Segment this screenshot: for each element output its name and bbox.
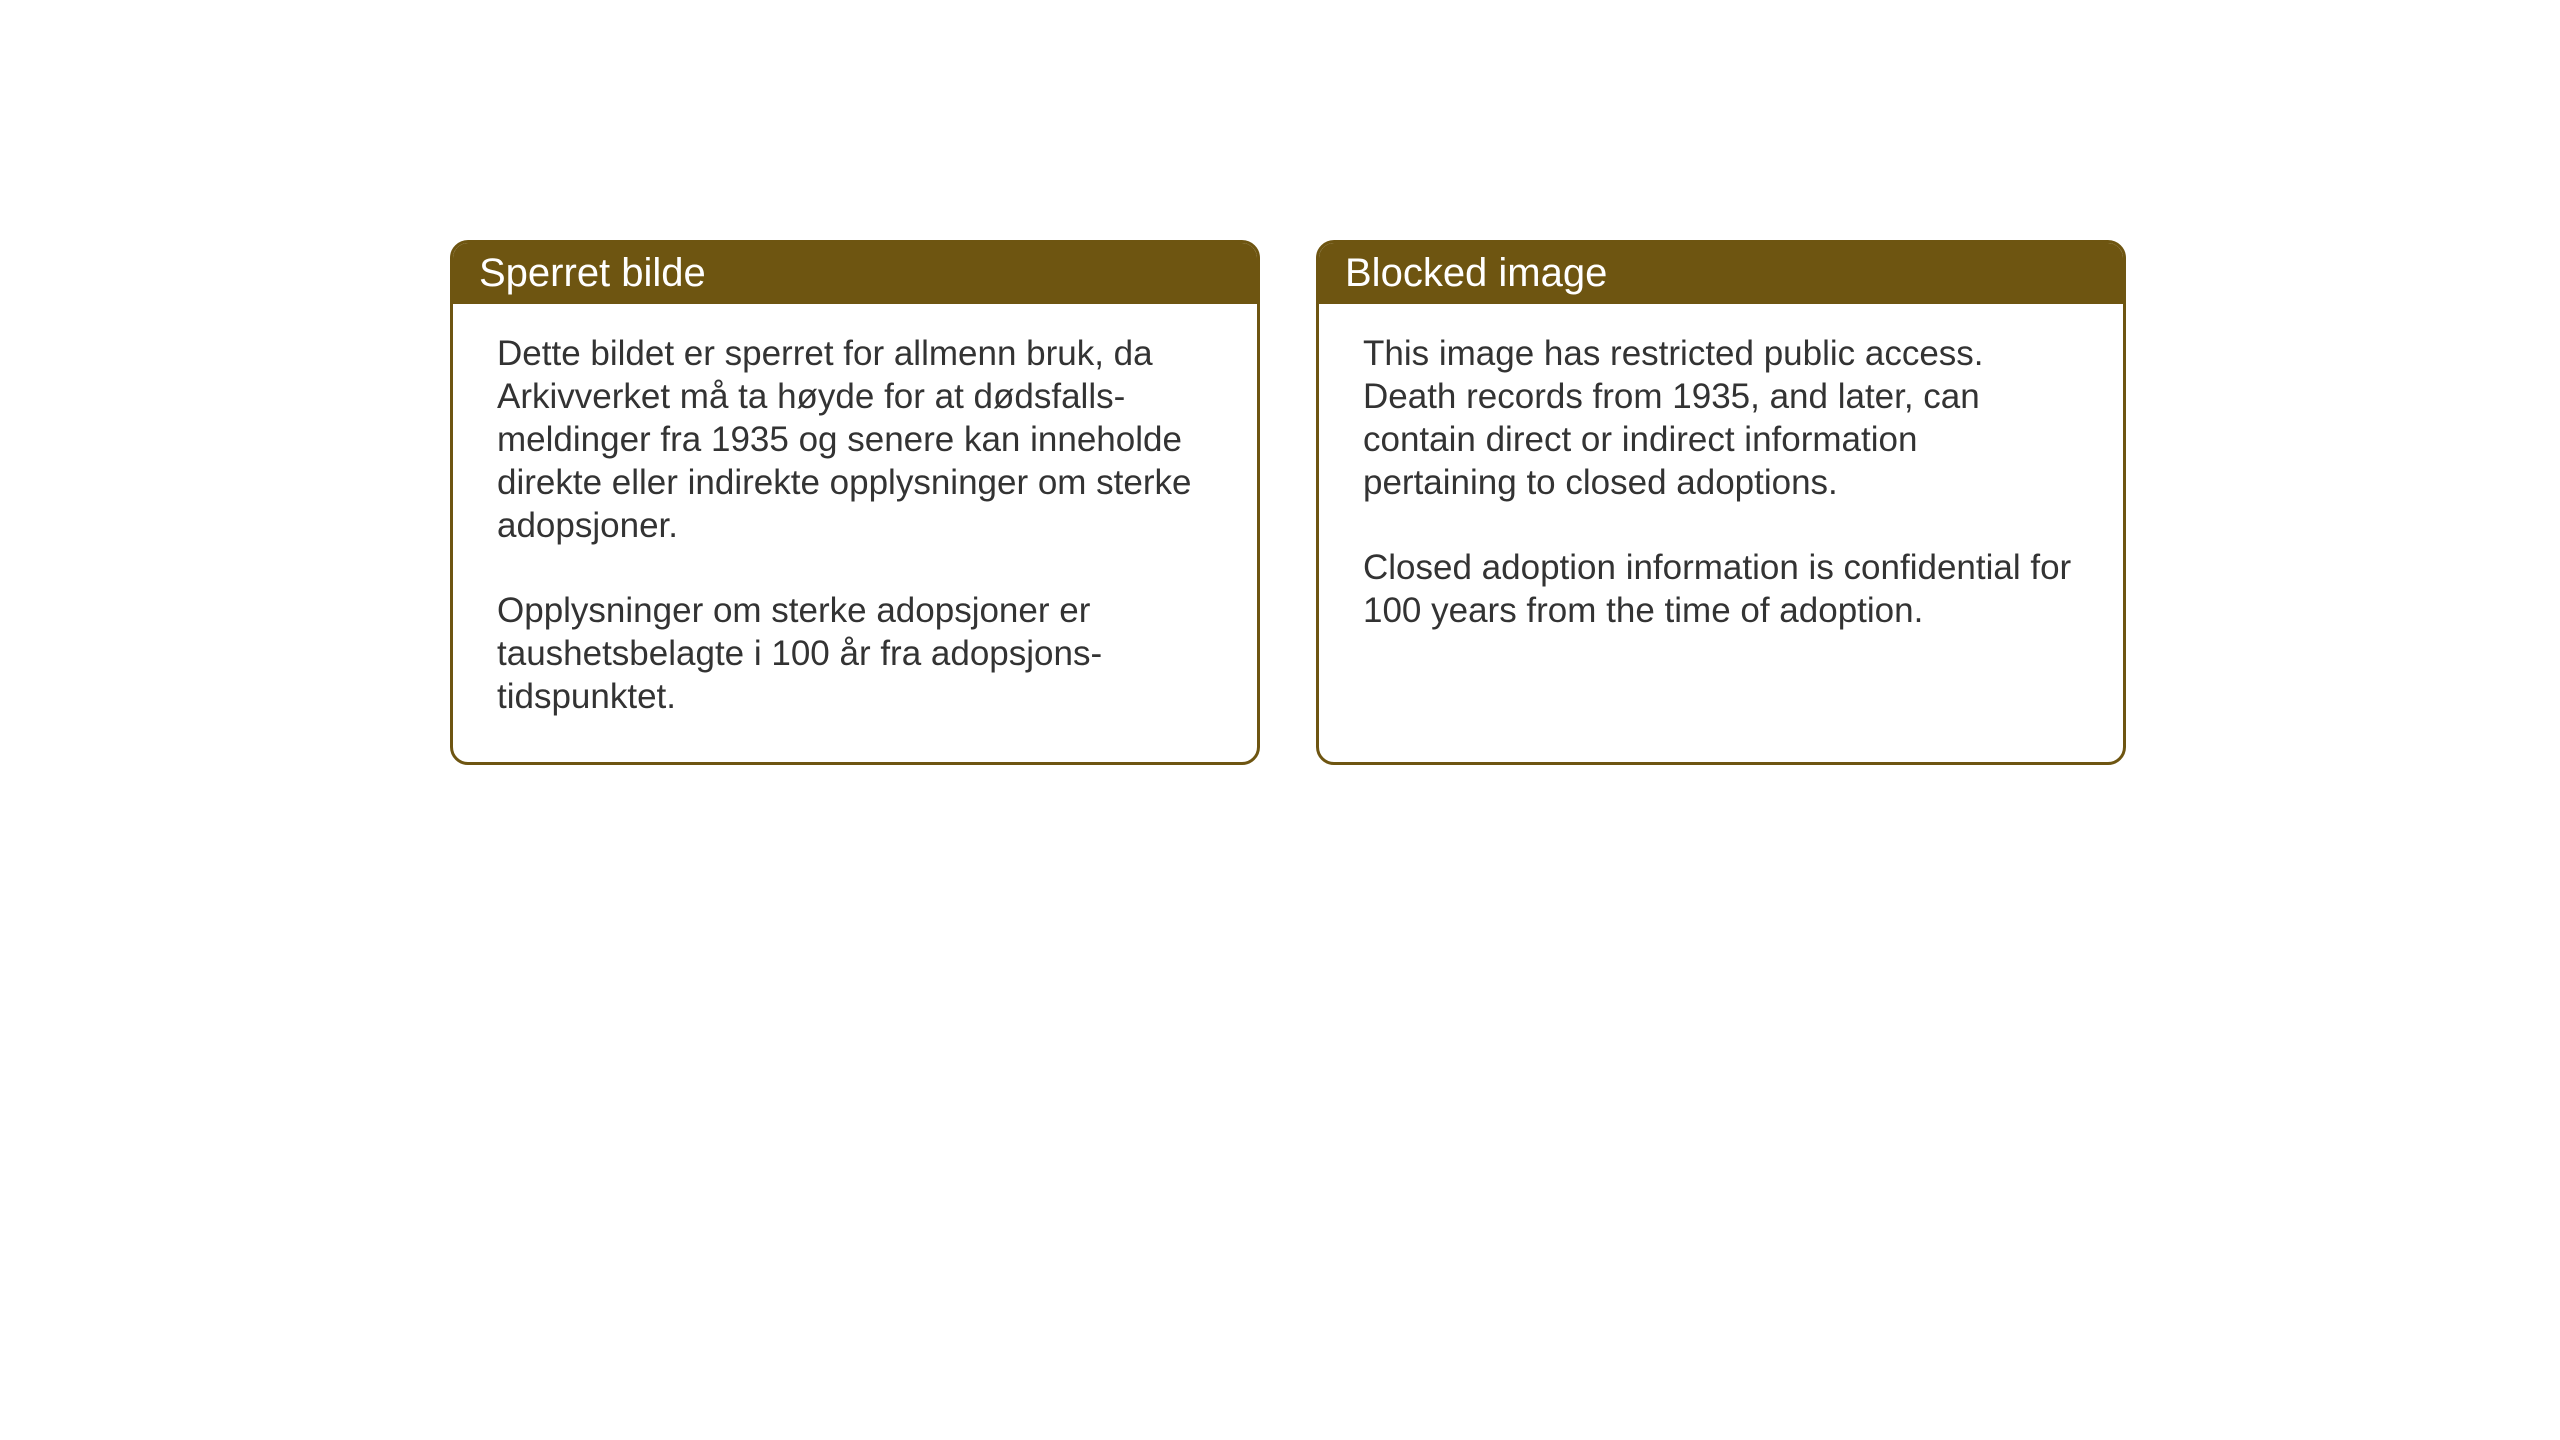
english-paragraph-2: Closed adoption information is confident…: [1363, 546, 2079, 632]
english-paragraph-1: This image has restricted public access.…: [1363, 332, 2079, 504]
english-card-header: Blocked image: [1319, 243, 2123, 304]
norwegian-card-header: Sperret bilde: [453, 243, 1257, 304]
norwegian-paragraph-2: Opplysninger om sterke adopsjoner er tau…: [497, 589, 1213, 718]
english-card-body: This image has restricted public access.…: [1319, 304, 2123, 676]
norwegian-card-title: Sperret bilde: [479, 251, 706, 295]
notice-container: Sperret bilde Dette bildet er sperret fo…: [450, 240, 2126, 765]
english-card-title: Blocked image: [1345, 251, 1607, 295]
norwegian-paragraph-1: Dette bildet er sperret for allmenn bruk…: [497, 332, 1213, 547]
norwegian-notice-card: Sperret bilde Dette bildet er sperret fo…: [450, 240, 1260, 765]
english-notice-card: Blocked image This image has restricted …: [1316, 240, 2126, 765]
norwegian-card-body: Dette bildet er sperret for allmenn bruk…: [453, 304, 1257, 762]
